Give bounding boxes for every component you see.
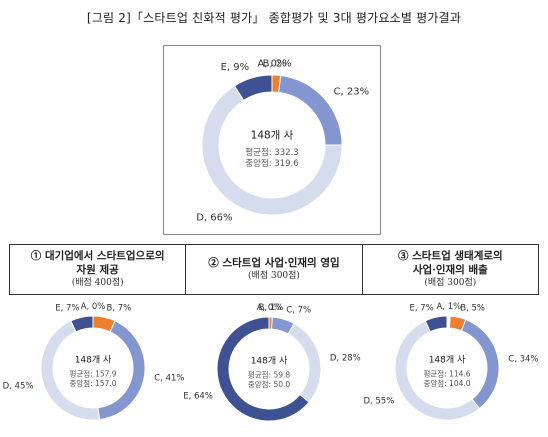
median-score-label: 중앙점: 50.0: [248, 379, 291, 389]
slice-label-e: E, 64%: [183, 391, 213, 401]
slice-e: [70, 315, 94, 333]
section-header-outflow: ③ 스타트업 생태계로의 사업·인재의 배출 (배점 300점): [363, 245, 538, 294]
slice-e: [424, 315, 448, 333]
slice-label-a: A, 0%: [81, 302, 106, 312]
section-header-resource-provision: ① 대기업에서 스타트업으로의 자원 제공 (배점 400점): [10, 245, 187, 294]
average-score-label: 평균점: 59.8: [248, 370, 291, 380]
slice-label-d: D, 55%: [363, 397, 394, 407]
slice-label-d: D, 66%: [196, 212, 232, 223]
average-score-label: 평균점: 332.3: [245, 147, 298, 158]
section-title: ① 대기업에서 스타트업으로의 자원 제공: [30, 250, 165, 276]
center-label: 148개 사: [251, 355, 288, 366]
slice-label-c: C, 41%: [154, 374, 184, 384]
slice-d: [201, 85, 343, 216]
slice-c: [460, 318, 500, 410]
slice-d: [287, 322, 322, 403]
slice-label-e: E, 9%: [221, 62, 250, 73]
section-header-recruitment: ② 스타트업 사업·인재의 영입 (배점 300점): [186, 245, 363, 294]
section-score: (배점 300점): [424, 278, 477, 288]
slice-label-a: A, 1%: [437, 302, 462, 312]
average-score-label: 평균점: 157.9: [69, 369, 116, 379]
center-label: 148개 사: [429, 354, 466, 365]
slice-label-a: A, 0%: [257, 303, 282, 313]
median-score-label: 중앙점: 104.0: [423, 378, 470, 388]
slice-label-c: C, 7%: [286, 305, 311, 315]
evaluation-factors-table: ① 대기업에서 스타트업으로의 자원 제공 (배점 400점) ② 스타트업 사…: [9, 244, 539, 295]
section-title: ③ 스타트업 생태계로의 사업·인재의 배출: [397, 250, 503, 276]
figure-title: [그림 2]「스타트업 친화적 평가」 종합평가 및 3대 평가요소별 평가결과: [86, 11, 462, 25]
section-score: (배점 300점): [248, 271, 300, 281]
slice-label-c: C, 23%: [334, 86, 370, 97]
average-score-label: 평균점: 114.6: [423, 369, 470, 379]
slice-label-c: C, 34%: [508, 354, 538, 364]
section-score: (배점 400점): [71, 278, 124, 288]
slice-label-e: E, 7%: [55, 303, 79, 313]
slice-label-b: B, 1%: [259, 303, 284, 313]
slice-label-a: A, 0%: [257, 59, 286, 70]
section-title: ② 스타트업 사업·인재의 영입: [208, 257, 340, 269]
slice-label-e: E, 7%: [409, 303, 433, 313]
slice-e: [216, 316, 310, 422]
median-score-label: 중앙점: 319.6: [245, 158, 298, 169]
median-score-label: 중앙점: 157.0: [69, 378, 116, 388]
center-label: 148개 사: [251, 129, 294, 141]
slice-label-b: B, 5%: [460, 303, 485, 313]
slice-label-b: B, 7%: [107, 303, 132, 313]
overall-chart-frame: [163, 45, 381, 235]
slice-label-d: D, 28%: [330, 353, 361, 363]
center-label: 148개 사: [75, 354, 112, 365]
slice-label-d: D, 45%: [3, 381, 34, 391]
slice-label-b: B, 2%: [263, 59, 292, 70]
slice-e: [233, 74, 273, 101]
